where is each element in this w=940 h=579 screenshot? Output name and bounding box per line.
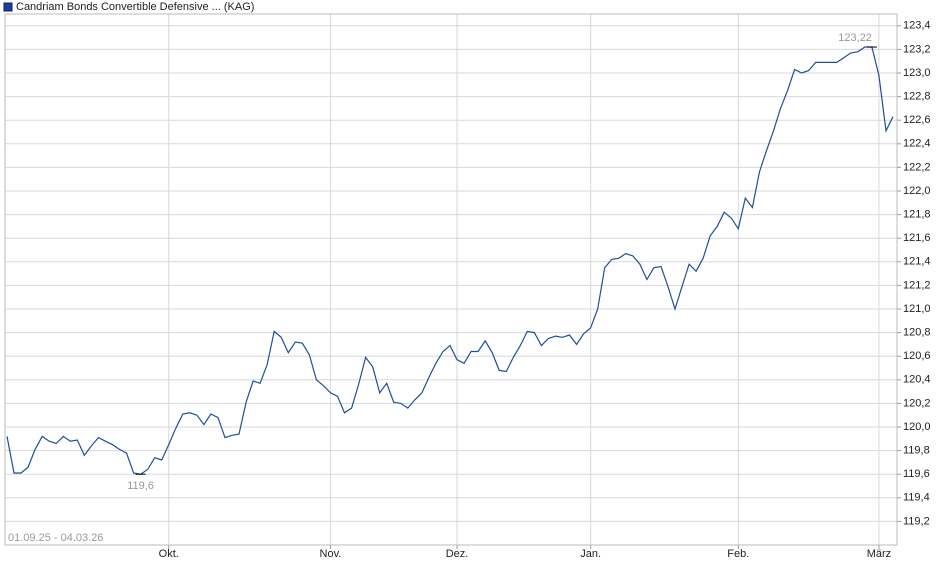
y-tick-label: 121,8 <box>903 209 931 221</box>
price-line <box>6 46 894 475</box>
y-tick-label: 120,0 <box>903 421 931 433</box>
date-range: 01.09.25 - 04.03.26 <box>8 532 103 544</box>
x-tick-label: Dez. <box>446 548 469 560</box>
y-tick-label: 120,4 <box>903 374 931 386</box>
y-tick-label: 119,8 <box>903 445 930 457</box>
x-tick-label: Jan. <box>580 548 601 560</box>
y-tick-label: 122,0 <box>903 185 931 197</box>
x-tick-label: Okt. <box>159 548 179 560</box>
y-tick-label: 120,6 <box>903 350 931 362</box>
y-tick-label: 121,0 <box>903 303 931 315</box>
y-tick-label: 122,2 <box>903 161 931 173</box>
y-tick-label: 122,4 <box>903 138 931 150</box>
y-tick-label: 120,8 <box>903 327 931 339</box>
x-tick-label: Nov. <box>320 548 342 560</box>
y-tick-label: 123,4 <box>903 20 931 32</box>
x-tick-label: Feb. <box>727 548 749 560</box>
legend-label: Candriam Bonds Convertible Defensive ...… <box>16 1 254 13</box>
y-tick-label: 120,2 <box>903 397 931 409</box>
y-tick-label: 122,8 <box>903 91 931 103</box>
y-tick-label: 119,2 <box>903 515 930 527</box>
y-tick-label: 121,6 <box>903 232 931 244</box>
x-tick-label: März <box>867 548 891 560</box>
min-label: 119,6 <box>127 480 154 492</box>
y-tick-label: 119,4 <box>903 492 930 504</box>
y-tick-label: 121,2 <box>903 279 931 291</box>
y-tick-label: 119,6 <box>903 468 930 480</box>
y-tick-label: 121,4 <box>903 256 931 268</box>
y-tick-label: 123,0 <box>903 67 931 79</box>
y-tick-label: 123,2 <box>903 43 931 55</box>
plot-frame <box>4 13 898 546</box>
max-label: 123,22 <box>838 32 872 44</box>
y-tick-label: 122,6 <box>903 114 931 126</box>
legend-swatch <box>3 2 13 12</box>
